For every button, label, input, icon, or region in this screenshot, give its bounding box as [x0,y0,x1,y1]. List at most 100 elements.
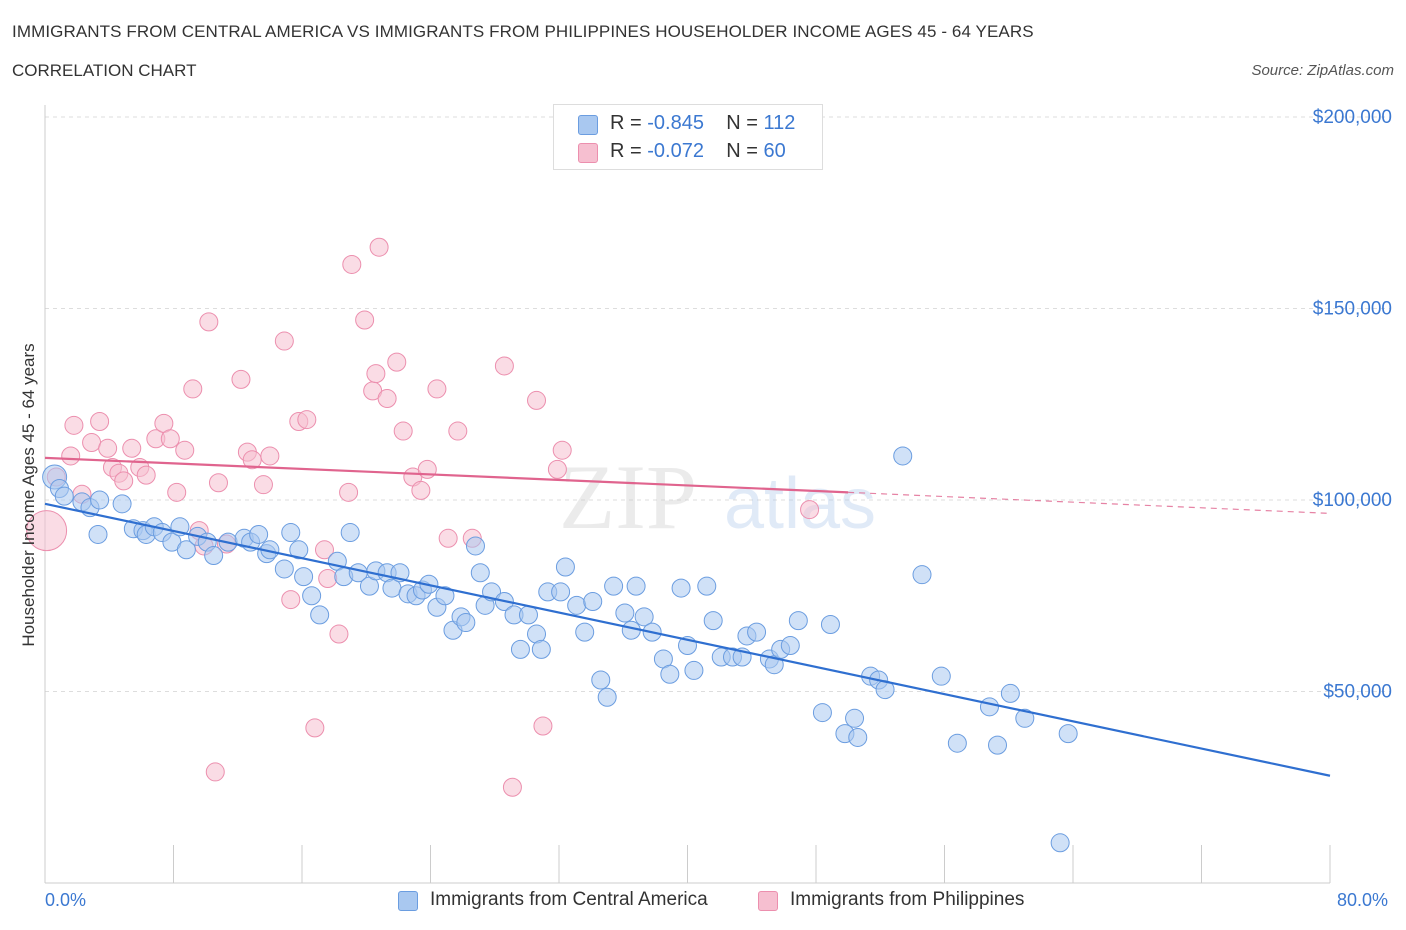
legend-swatch-pink [758,891,778,911]
pink-point [82,433,102,453]
pink-point [253,475,273,495]
blue-point [848,727,868,747]
blue-point [820,614,840,634]
trendline-philippines-extension [848,491,1331,515]
blue-point [531,639,551,659]
blue-point [294,567,314,587]
pink-point [552,440,572,460]
blue-point [1050,833,1070,853]
blue-point [893,446,913,466]
pink-point [64,415,84,435]
pink-point [297,410,317,430]
pink-point [260,446,280,466]
blue-point [281,523,301,543]
blue-point [684,660,704,680]
pink-point [26,510,68,552]
blue-point [112,494,132,514]
blue-point [634,607,654,627]
blue-point [90,490,110,510]
blue-point [931,666,951,686]
y-tick-label: $150,000 [1313,299,1392,320]
pink-point [438,528,458,548]
pink-point [98,438,118,458]
pink-point [387,352,407,372]
watermark-zip: ZIP [559,446,697,548]
y-tick-labels: $50,000 $100,000 $150,000 $200,000 [1313,107,1392,703]
blue-point [660,664,680,684]
axes [44,105,1331,884]
pink-point [90,411,110,431]
pink-point [281,590,301,610]
blue-point [703,611,723,631]
legend-swatch-pink [578,143,598,163]
y-tick-label: $50,000 [1323,682,1392,703]
y-tick-label: $200,000 [1313,107,1392,128]
x-tick-min: 0.0% [45,890,87,910]
pink-point [114,471,134,491]
blue-point [912,565,932,585]
watermark-atlas: atlas [724,464,876,544]
pink-point [183,379,203,399]
pink-point [355,310,375,330]
legend-r-value: -0.072 [647,140,704,162]
blue-point [555,557,575,577]
blue-point [302,586,322,606]
pink-point [800,500,820,520]
legend-label-central-america: Immigrants from Central America [430,889,708,910]
blue-point [204,546,224,566]
blue-point [845,708,865,728]
pink-point [167,482,187,502]
trendline-central-america [44,502,1331,777]
pink-point [61,446,81,466]
y-axis-label: Householder Income Ages 45 - 64 years [19,343,38,647]
blue-point [747,622,767,642]
blue-point [947,733,967,753]
pink-point [231,369,251,389]
pink-point [274,331,294,351]
pink-points [26,237,820,797]
pink-point [160,429,180,449]
blue-point [988,735,1008,755]
blue-point [575,622,595,642]
pink-point [411,480,431,500]
blue-point [249,524,269,544]
legend-n-label: N = [726,112,764,134]
blue-point [615,603,635,623]
legend-n-value: 60 [763,140,786,162]
blue-point [1058,724,1078,744]
legend-n-value: 112 [763,112,796,134]
blue-point [274,559,294,579]
pink-point [448,421,468,441]
trendline-philippines [44,456,849,494]
legend-swatch-blue [398,891,418,911]
legend-swatch-blue [578,115,598,135]
blue-point [780,636,800,656]
blue-point [54,486,74,506]
pink-point [339,482,359,502]
pink-point [533,716,553,736]
source-label: Source: ZipAtlas.com [1251,62,1394,79]
pink-point [318,569,338,589]
blue-point [671,578,691,598]
x-tick-max: 80.0% [1337,890,1389,910]
pink-point [366,364,386,384]
blue-point [551,582,571,602]
pink-point [393,421,413,441]
blue-point [591,670,611,690]
blue-point [597,687,617,707]
blue-point [583,591,603,611]
blue-point [470,563,490,583]
pink-point [502,777,522,797]
blue-point [465,536,485,556]
pink-point [494,356,514,376]
blue-point [456,613,476,633]
blue-point [1000,683,1020,703]
legend-r-label: R = [610,112,648,134]
blue-point [88,524,108,544]
blue-point [176,540,196,560]
legend-n-label: N = [726,140,764,162]
correlation-legend: R = -0.845 N = 112 R = -0.072 N = 60 [553,104,823,170]
blue-point [788,611,808,631]
blue-point [289,540,309,560]
legend-r-value: -0.845 [647,112,704,134]
